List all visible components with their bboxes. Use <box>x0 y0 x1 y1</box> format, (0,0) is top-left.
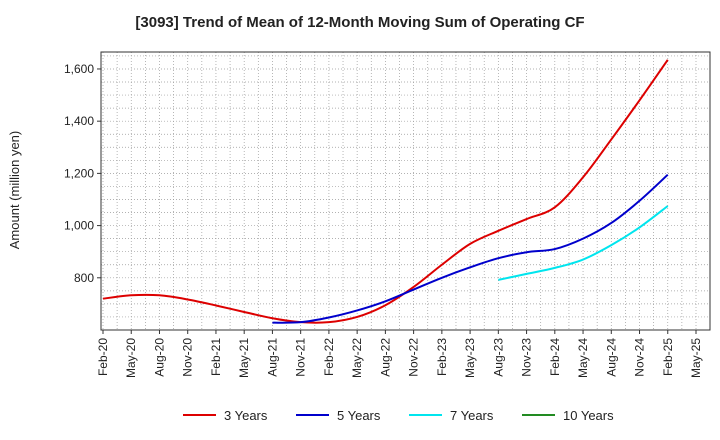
y-tick-label: 800 <box>74 271 94 285</box>
x-tick-label: May-22 <box>350 338 364 378</box>
x-tick-label: Feb-20 <box>96 338 110 376</box>
series-line-5-years <box>272 173 669 324</box>
x-tick-label: Nov-24 <box>633 338 647 377</box>
legend: 3 Years 5 Years 7 Years 10 Years <box>183 408 614 423</box>
x-tick-label: Nov-21 <box>294 338 308 377</box>
x-tick-label: Feb-23 <box>435 338 449 376</box>
x-tick-label: Nov-20 <box>181 338 195 377</box>
y-tick-layer: 800 1,000 1,200 1,400 1,600 <box>64 62 101 285</box>
series-layer <box>102 59 669 324</box>
x-tick-label: Feb-21 <box>209 338 223 376</box>
plot-frame <box>100 51 711 331</box>
x-tick-label: Feb-25 <box>661 338 675 376</box>
legend-label: 10 Years <box>563 408 614 423</box>
x-tick-label: May-23 <box>463 338 477 378</box>
x-tick-label: Nov-22 <box>407 338 421 377</box>
series-line-3-years <box>102 59 669 324</box>
x-tick-label: May-24 <box>576 338 590 378</box>
chart-title: [3093] Trend of Mean of 12-Month Moving … <box>135 14 584 31</box>
grid-layer <box>101 52 710 330</box>
legend-label: 5 Years <box>337 408 381 423</box>
x-tick-label: Aug-24 <box>604 338 618 377</box>
x-tick-label: May-25 <box>689 338 703 378</box>
y-tick-label: 1,400 <box>64 114 94 128</box>
x-tick-layer: Feb-20 May-20 Aug-20 Nov-20 Feb-21 May-21 Aug-… <box>96 330 703 378</box>
x-tick-label: May-20 <box>124 338 138 378</box>
legend-label: 3 Years <box>224 408 268 423</box>
x-tick-label: May-21 <box>237 338 251 378</box>
y-tick-label: 1,000 <box>64 219 94 233</box>
y-tick-label: 1,200 <box>64 166 94 180</box>
x-tick-label: Aug-21 <box>265 338 279 377</box>
x-tick-label: Nov-23 <box>520 338 534 377</box>
x-tick-label: Feb-24 <box>548 338 562 376</box>
plot-area <box>101 52 710 330</box>
x-tick-label: Aug-23 <box>491 338 505 377</box>
y-axis-label: Amount (million yen) <box>7 131 22 250</box>
series-line-7-years <box>498 205 669 281</box>
legend-label: 7 Years <box>450 408 494 423</box>
x-tick-label: Aug-20 <box>152 338 166 377</box>
x-tick-label: Aug-22 <box>378 338 392 377</box>
x-tick-label: Feb-22 <box>322 338 336 376</box>
y-tick-label: 1,600 <box>64 62 94 76</box>
